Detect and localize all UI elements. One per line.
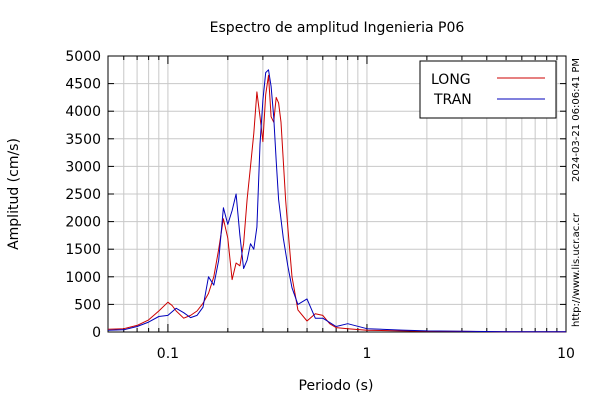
grid bbox=[107, 55, 566, 333]
x-tick-label: 10 bbox=[557, 346, 575, 362]
y-tick-label: 3500 bbox=[65, 132, 101, 148]
legend-label-long: LONG bbox=[431, 72, 471, 88]
y-axis-label: Amplitud (cm/s) bbox=[6, 138, 22, 250]
timestamp-label: 2024-03-21 06:06:41 PM bbox=[571, 58, 582, 182]
y-tick-label: 5000 bbox=[65, 49, 101, 65]
chart-title: Espectro de amplitud Ingenieria P06 bbox=[210, 20, 465, 36]
legend-label-tran: TRAN bbox=[433, 92, 472, 108]
x-tick-label: 1 bbox=[362, 346, 371, 362]
y-tick-label: 2000 bbox=[65, 215, 101, 231]
axis-ticks: 0 500 1000 1500 2000 2500 3000 3500 4000 4500 5000… bbox=[65, 49, 575, 362]
y-tick-label: 3000 bbox=[65, 159, 101, 175]
y-tick-label: 500 bbox=[74, 297, 101, 313]
y-tick-label: 1000 bbox=[65, 270, 101, 286]
x-tick-label: 0.1 bbox=[157, 346, 179, 362]
legend-box bbox=[419, 60, 557, 119]
y-tick-label: 2500 bbox=[65, 187, 101, 203]
legend: LONG TRAN bbox=[419, 60, 557, 119]
x-axis-label: Periodo (s) bbox=[299, 378, 374, 394]
y-tick-label: 1500 bbox=[65, 242, 101, 258]
y-tick-label: 4000 bbox=[65, 104, 101, 120]
series-line-tran bbox=[107, 69, 567, 333]
y-tick-label: 0 bbox=[92, 325, 101, 341]
source-url-label: http://www.lis.ucr.ac.cr bbox=[571, 212, 582, 327]
y-tick-label: 4500 bbox=[65, 77, 101, 93]
series-lines bbox=[107, 69, 567, 333]
